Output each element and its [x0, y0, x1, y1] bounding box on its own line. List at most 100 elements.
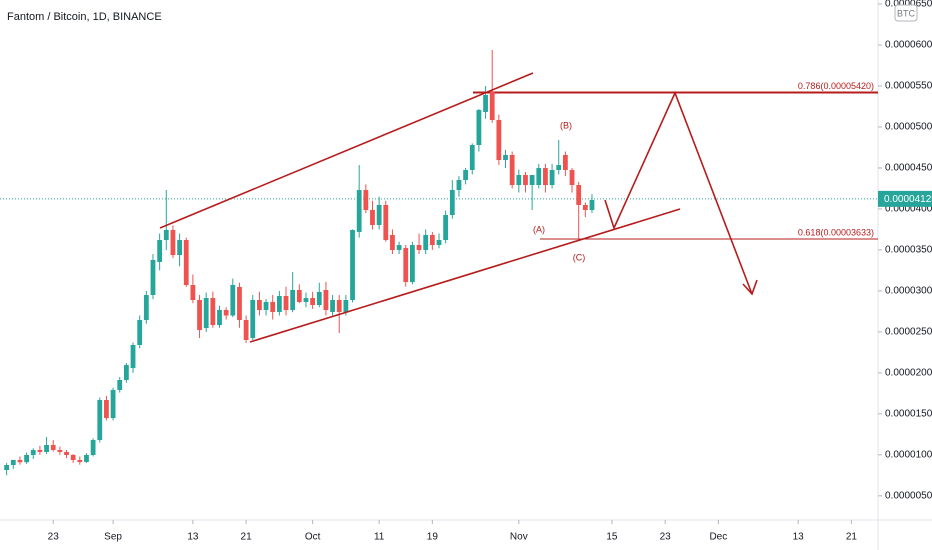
fib-label: 0.618(0.00003633) [798, 227, 874, 237]
candle-body [390, 235, 395, 250]
candle-body [363, 190, 369, 210]
x-tick-label: 21 [846, 532, 858, 543]
candle-body [57, 450, 63, 452]
drawings [159, 72, 758, 343]
candle-body [44, 445, 49, 452]
candle-body [90, 440, 96, 455]
candle-body [409, 245, 415, 283]
candle-body [509, 155, 515, 185]
candle-body [257, 300, 262, 310]
candle-body [343, 300, 349, 312]
x-tick-label: 23 [48, 532, 60, 543]
candle-body [489, 91, 495, 120]
candle-body [230, 285, 236, 316]
x-tick-label: Oct [305, 532, 321, 543]
candle-body [150, 260, 156, 295]
candle-body [396, 245, 402, 250]
candle-body [123, 365, 129, 380]
candle-body [84, 455, 89, 462]
candle-body [303, 298, 309, 302]
x-tick-label: Sep [104, 532, 122, 543]
candle-body [237, 286, 242, 320]
candle-body [569, 170, 575, 185]
candle-body [582, 205, 588, 210]
candle-body [516, 175, 522, 185]
x-tick-label: 13 [187, 532, 199, 543]
last-price-label: 0.00004123 [884, 194, 932, 205]
chart-title: Fantom / Bitcoin, 1D, BINANCE [7, 11, 162, 23]
candle-body [203, 298, 209, 329]
candle-body [24, 455, 30, 463]
candle-body [10, 460, 16, 465]
candle-body [4, 465, 10, 470]
y-tick-label: 0.00006000 [885, 40, 932, 51]
x-tick-label: 15 [606, 532, 618, 543]
x-tick-label: 13 [793, 532, 805, 543]
candle-body [77, 460, 83, 462]
fib-label: 0.786(0.00005420) [798, 81, 874, 91]
candle-body [529, 175, 535, 185]
unit-frame [894, 4, 918, 22]
candle-body [250, 300, 256, 339]
candle-body [383, 205, 389, 240]
candle-body [423, 235, 429, 250]
candle-body [456, 180, 462, 190]
candle-body [117, 380, 123, 390]
candle-body [330, 300, 335, 312]
wave-label: (C) [573, 252, 586, 262]
candle-body [170, 230, 176, 255]
x-tick-label: Dec [709, 532, 727, 543]
candle-body [223, 310, 229, 316]
candle-body [323, 290, 329, 310]
candle-body [190, 285, 196, 300]
candle-body [97, 400, 103, 440]
candle-body [350, 230, 355, 300]
candle-body [197, 300, 202, 330]
last-price-tag [878, 190, 932, 207]
candle-body [270, 301, 276, 312]
candle-body [50, 445, 56, 450]
x-tick-label: 19 [427, 532, 439, 543]
candle-body [64, 451, 69, 455]
candle-body [296, 290, 302, 302]
candle-body [436, 240, 442, 245]
candle-body [536, 168, 542, 185]
candle-body [429, 235, 435, 245]
candle-body [183, 240, 189, 285]
candle-body [469, 145, 475, 170]
candle-body [562, 155, 568, 170]
candle-body [576, 185, 582, 205]
candle-body [143, 295, 149, 320]
wave-label: (B) [560, 120, 572, 130]
candle-body [336, 300, 342, 312]
candle-body [403, 248, 409, 283]
candle-body [483, 95, 488, 112]
candle-body [523, 175, 528, 185]
candle-body [416, 245, 422, 250]
candle-body [110, 390, 116, 419]
candle-body [163, 230, 169, 240]
x-tick-label: 11 [374, 532, 385, 543]
candle-body [443, 215, 449, 240]
candle-body [449, 190, 455, 215]
projection-arrowhead [742, 279, 758, 296]
candle-body [549, 170, 555, 185]
x-tick-label: 21 [241, 532, 253, 543]
candle-body [104, 400, 109, 419]
candle-body [589, 200, 595, 210]
candle-body [310, 298, 316, 305]
candle-body [130, 345, 136, 369]
